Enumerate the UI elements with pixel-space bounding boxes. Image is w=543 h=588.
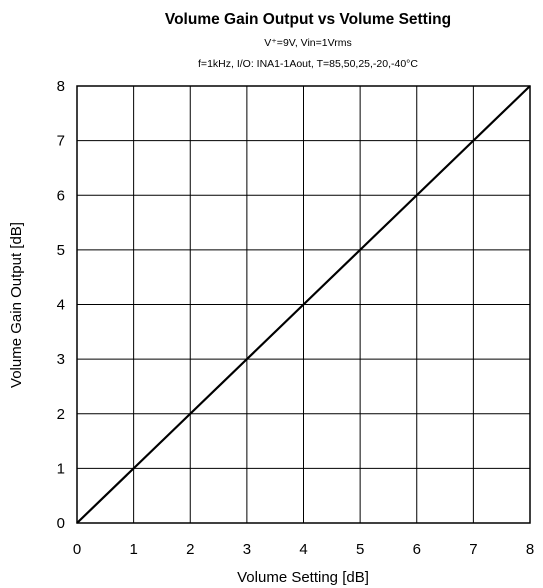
x-tick-label: 4 [299,541,307,558]
x-tick-label: 7 [469,541,477,558]
x-tick-label: 6 [413,541,421,558]
x-tick-label: 5 [356,541,364,558]
y-tick-label: 6 [57,187,65,204]
chart-title: Volume Gain Output vs Volume Setting [165,11,451,28]
y-tick-label: 1 [57,460,65,477]
y-tick-label: 5 [57,242,65,259]
y-tick-label: 3 [57,351,65,368]
chart-subtitle-line-2: f=1kHz, I/O: INA1-1Aout, T=85,50,25,-20,… [198,58,418,70]
y-tick-label: 2 [57,406,65,423]
x-tick-labels: 0 1 2 3 4 5 6 7 8 [73,541,534,558]
y-tick-label: 8 [57,78,65,95]
x-tick-label: 0 [73,541,81,558]
x-axis-label: Volume Setting [dB] [237,569,369,586]
plot-frame [76,85,531,524]
series-group [76,85,531,524]
y-tick-label: 0 [57,515,65,532]
x-tick-label: 1 [129,541,137,558]
x-tick-label: 3 [243,541,251,558]
x-tick-label: 2 [186,541,194,558]
y-tick-labels: 0 1 2 3 4 5 6 7 8 [57,78,65,532]
y-tick-label: 4 [57,297,65,314]
y-axis-label: Volume Gain Output [dB] [8,222,25,388]
chart-subtitle-line-1: V⁺=9V, Vin=1Vrms [264,37,351,49]
grid [77,86,530,523]
y-tick-label: 7 [57,133,65,150]
x-tick-label: 8 [526,541,534,558]
